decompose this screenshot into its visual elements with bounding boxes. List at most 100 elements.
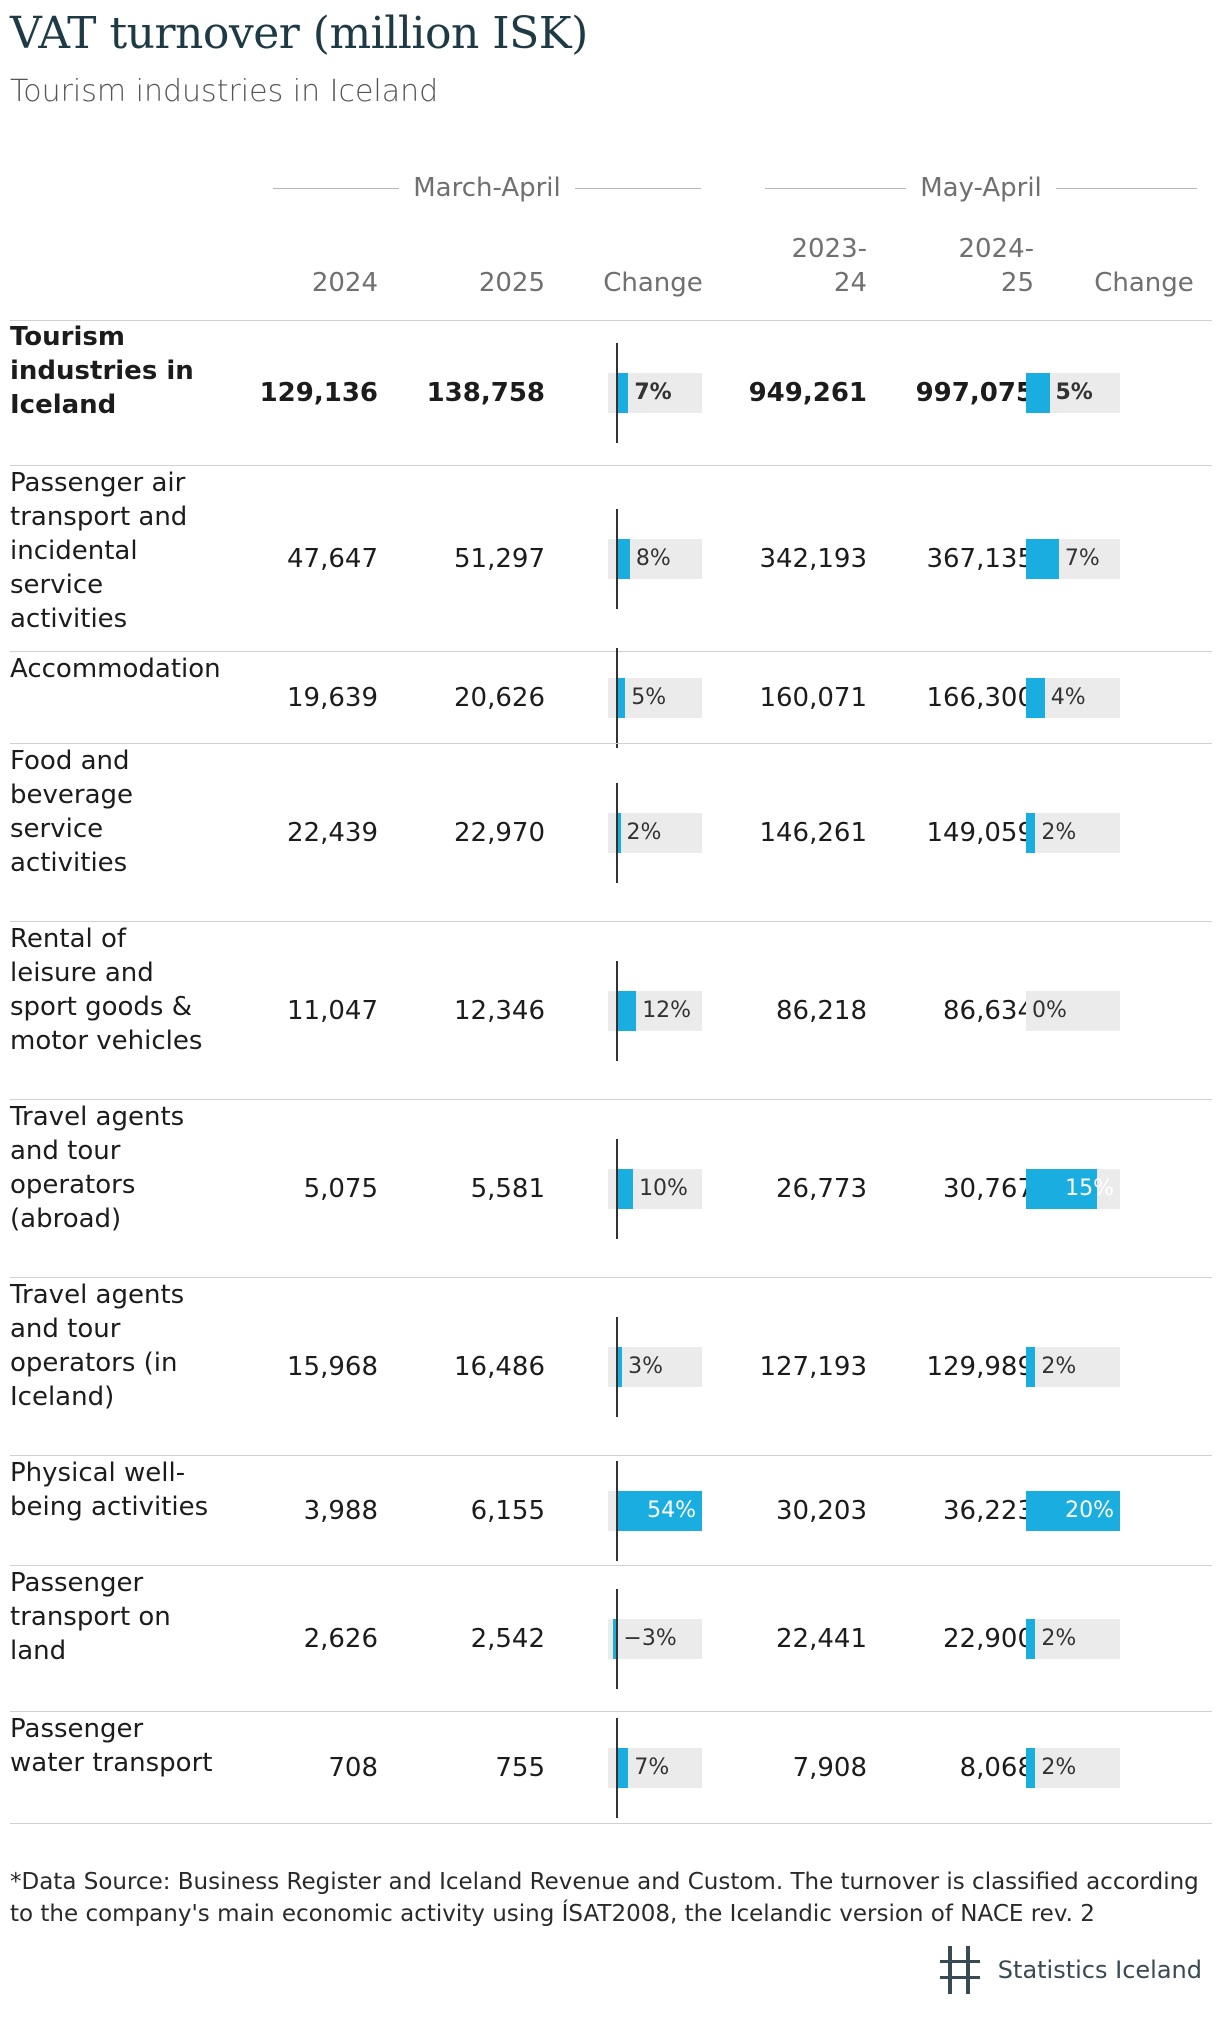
zero-axis-line	[616, 509, 619, 609]
change-cell-may-april: 7%	[1026, 539, 1120, 579]
row-label: Tourism industries in Iceland	[10, 322, 194, 420]
cell-v2024-25: 30,767	[943, 1174, 1034, 1204]
col-header-change-1: Change	[603, 268, 703, 298]
cell-v2023-24: 342,193	[759, 544, 867, 574]
cell-v2024: 22,439	[287, 818, 378, 848]
zero-axis-line	[616, 1589, 619, 1689]
change-cell-march-april: 2%	[608, 813, 702, 853]
change-label-may-april: 2%	[1041, 1755, 1077, 1780]
cell-v2025: 16,486	[454, 1352, 545, 1382]
change-cell-march-april: 8%	[608, 539, 702, 579]
change-cell-march-april: 54%	[608, 1491, 702, 1531]
cell-v2024: 2,626	[303, 1624, 378, 1654]
change-cell-march-april: 10%	[608, 1169, 702, 1209]
col-header-2025: 2025	[478, 268, 545, 298]
zero-axis-line	[616, 1718, 619, 1818]
zero-axis-line	[616, 1139, 619, 1239]
group-label-march-april: March-April	[413, 173, 561, 203]
zero-axis-line	[616, 343, 619, 443]
cell-v2025: 22,970	[454, 818, 545, 848]
group-label-may-april: May-April	[920, 173, 1042, 203]
cell-v2024: 129,136	[259, 378, 378, 408]
row-divider	[10, 1277, 1212, 1278]
cell-v2024: 708	[328, 1753, 378, 1783]
change-label-march-april: 10%	[639, 1176, 688, 1201]
row-label: Passenger air transport and incidental s…	[10, 468, 188, 634]
row-label: Food and beverage service activities	[10, 746, 134, 878]
change-label-may-april: 2%	[1041, 820, 1077, 845]
change-bar-march-april	[617, 1748, 629, 1788]
change-label-march-april: −3%	[623, 1626, 677, 1651]
change-bar-may-april	[1026, 1748, 1036, 1788]
change-bar-may-april	[1026, 1169, 1097, 1209]
change-bar-may-april	[1026, 1619, 1036, 1659]
cell-v2024-25: 166,300	[926, 683, 1034, 713]
row-label: Travel agents and tour operators (abroad…	[10, 1102, 185, 1234]
cell-v2025: 12,346	[454, 996, 545, 1026]
change-cell-may-april: 2%	[1026, 1619, 1120, 1659]
table-row: Travel agents and tour operators (abroad…	[0, 1100, 1220, 1278]
cell-v2025: 51,297	[454, 544, 545, 574]
cell-v2023-24: 7,908	[792, 1753, 867, 1783]
cell-v2024: 47,647	[287, 544, 378, 574]
change-cell-march-april: −3%	[608, 1619, 702, 1659]
zero-axis-line	[616, 1317, 619, 1417]
cell-v2023-24: 160,071	[759, 683, 867, 713]
cell-v2024-25: 129,989	[926, 1352, 1034, 1382]
table-row: Passenger water transport 708 755 7,908 8,06…	[0, 1712, 1220, 1824]
table-row: Tourism industries in Iceland 129,136 138,…	[0, 320, 1220, 466]
cell-v2024: 5,075	[303, 1174, 378, 1204]
change-bar-march-april	[617, 1347, 623, 1387]
change-label-may-april: 5%	[1055, 380, 1093, 405]
change-label-may-april: 7%	[1064, 546, 1100, 571]
statistics-iceland-logo: Statistics Iceland	[938, 1944, 1202, 1996]
change-cell-march-april: 12%	[608, 991, 702, 1031]
change-cell-march-april: 7%	[608, 1748, 702, 1788]
col-header-2024-25: 2024- 25	[958, 234, 1034, 298]
change-bar-march-april	[617, 813, 621, 853]
cell-v2024-25: 367,135	[926, 544, 1034, 574]
change-label-march-april: 3%	[628, 1354, 663, 1379]
row-divider	[10, 1823, 1212, 1824]
row-divider	[10, 1099, 1212, 1100]
change-bar-may-april	[1026, 1491, 1120, 1531]
table-row: Passenger air transport and incidental s…	[0, 466, 1220, 652]
change-bar-may-april	[1026, 678, 1045, 718]
row-divider	[10, 651, 1212, 652]
cell-v2024-25: 8,068	[959, 1753, 1034, 1783]
table-row: Accommodation 19,639 20,626 160,071 166,300 5…	[0, 648, 1220, 748]
col-header-change-2: Change	[1094, 268, 1194, 298]
change-bar-march-april	[617, 1169, 634, 1209]
change-bar-march-april	[617, 539, 630, 579]
cell-v2023-24: 127,193	[759, 1352, 867, 1382]
cell-v2024: 3,988	[303, 1496, 378, 1526]
table-row: Physical well-being activities 3,988 6,155…	[0, 1456, 1220, 1566]
change-bar-march-april	[617, 991, 637, 1031]
change-cell-may-april: 2%	[1026, 1748, 1120, 1788]
table-row: Passenger transport on land 2,626 2,542 22,…	[0, 1566, 1220, 1712]
row-label: Accommodation	[10, 654, 221, 684]
page-title: VAT turnover (million ISK)	[10, 8, 588, 59]
change-bar-march-april	[612, 1619, 618, 1659]
row-divider	[10, 465, 1212, 466]
table-row: Rental of leisure and sport goods & moto…	[0, 922, 1220, 1100]
change-cell-may-april: 0%	[1026, 991, 1120, 1031]
change-bar-march-april	[617, 678, 626, 718]
cell-v2023-24: 949,261	[748, 378, 867, 408]
cell-v2025: 20,626	[454, 683, 545, 713]
row-label: Rental of leisure and sport goods & moto…	[10, 924, 203, 1056]
header-rule	[10, 320, 1212, 321]
row-label: Passenger water transport	[10, 1714, 213, 1778]
zero-axis-line	[616, 648, 619, 748]
cell-v2024-25: 36,223	[943, 1496, 1034, 1526]
change-bar-may-april	[1026, 539, 1059, 579]
change-bar-may-april	[1026, 813, 1036, 853]
change-cell-may-april: 2%	[1026, 1347, 1120, 1387]
cell-v2024: 15,968	[287, 1352, 378, 1382]
cell-v2024-25: 997,075	[915, 378, 1034, 408]
cell-v2023-24: 146,261	[759, 818, 867, 848]
change-bar-may-april	[1026, 1347, 1036, 1387]
change-cell-march-april: 3%	[608, 1347, 702, 1387]
cell-v2025: 6,155	[470, 1496, 545, 1526]
statistics-iceland-logo-icon	[939, 1946, 980, 1994]
